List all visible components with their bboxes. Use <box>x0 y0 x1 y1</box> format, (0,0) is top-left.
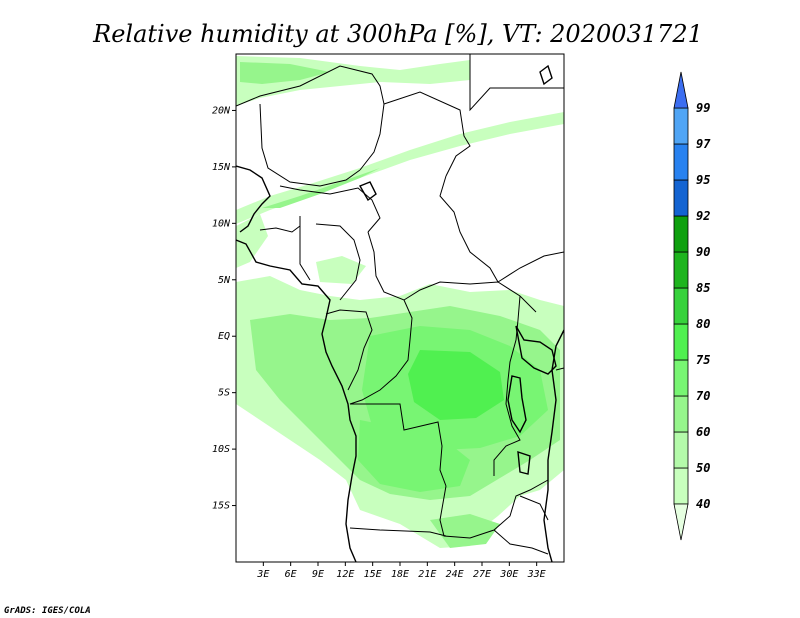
colorbar-bottom-arrow <box>673 503 689 541</box>
border-sudan-south <box>497 251 564 283</box>
border-niger-nigeria <box>279 185 381 233</box>
border-chad-sudan <box>439 175 499 283</box>
colorbar-level-label: 60 <box>696 425 710 439</box>
border-zambia-zimbabwe <box>493 529 549 555</box>
lon-tick-label: 30E <box>499 569 518 580</box>
humidity-field-nigeria-patch <box>316 256 366 284</box>
lon-tick-label: 6E <box>285 569 297 580</box>
lat-tick-label: 20N <box>212 105 231 116</box>
lat-tick-label: 5S <box>218 388 230 399</box>
border-libya-chad <box>383 91 471 177</box>
border-mozambique <box>519 495 549 521</box>
colorbar-legend: 40 50 60 70 75 80 85 90 92 95 97 99 <box>673 71 711 541</box>
red-sea-shore <box>539 64 553 86</box>
border-egypt-sudan <box>469 54 564 112</box>
lon-tick-label: 18E <box>391 569 409 580</box>
lon-tick-label: 24E <box>446 569 464 580</box>
colorbar-level-label: 97 <box>696 137 711 151</box>
border-congo-drc <box>349 299 413 405</box>
border-angola-drc <box>350 403 447 487</box>
colorbar-level-label: 80 <box>696 317 710 331</box>
border-tanzania <box>555 367 564 371</box>
colorbar-segment <box>673 251 689 289</box>
grads-credit: GrADS: IGES/COLA <box>4 606 91 616</box>
colorbar-level-label: 99 <box>696 101 710 115</box>
colorbar-segment <box>673 143 689 181</box>
colorbar-level-label: 90 <box>696 245 710 259</box>
lon-tick-label: 33E <box>527 569 546 580</box>
lat-tick-label: EQ <box>218 331 230 342</box>
latitude-axis: 20N 15N 10N 5N EQ 5S 10S 15S <box>212 105 236 512</box>
colorbar-segment <box>673 323 689 361</box>
border-congo-gabon <box>325 309 373 391</box>
humidity-field-zambia-tail <box>430 514 500 548</box>
map-panel <box>235 53 565 563</box>
humidity-field-sahel-streak <box>236 112 564 224</box>
humidity-shading <box>236 56 564 548</box>
colorbar-level-label: 75 <box>696 353 710 367</box>
coastline-west-africa <box>236 239 357 562</box>
colorbar-segment <box>673 107 689 145</box>
colorbar-segment <box>673 179 689 217</box>
longitude-axis: 3E 6E 9E 12E 15E 18E 21E 24E 27E 30E 33E <box>256 562 546 580</box>
lake-victoria-shore <box>515 325 557 375</box>
colorbar-segment <box>673 467 689 505</box>
border-algeria-niger <box>236 65 385 171</box>
colorbar-top-arrow <box>673 71 689 109</box>
colorbar-segment <box>673 431 689 469</box>
humidity-field-sahara-north-core <box>240 62 330 84</box>
lake-malawi-shore <box>517 450 531 475</box>
border-nigeria-benin <box>299 216 311 281</box>
lake-tanganyika-shore <box>507 375 527 434</box>
lon-tick-label: 9E <box>312 569 324 580</box>
lat-tick-label: 5N <box>218 275 231 286</box>
border-cameroon-car <box>367 231 537 313</box>
colorbar-segment <box>673 359 689 397</box>
colorbar-level-label: 70 <box>696 389 710 403</box>
colorbar-segment <box>673 395 689 433</box>
border-namibia <box>349 527 447 537</box>
colorbar-segment <box>673 287 689 325</box>
lat-tick-label: 10N <box>212 218 231 229</box>
coastline-senegal <box>236 165 271 233</box>
border-nigeria-cameroon <box>315 223 361 301</box>
map-outlines <box>236 54 564 562</box>
colorbar-level-label: 50 <box>696 461 710 475</box>
border-ghana-burkina <box>259 225 301 233</box>
lon-tick-label: 21E <box>418 569 436 580</box>
lat-tick-label: 10S <box>212 444 230 455</box>
humidity-field-guinea-west <box>236 214 268 268</box>
lon-tick-label: 15E <box>364 569 382 580</box>
border-mali-niger <box>259 103 361 187</box>
colorbar-level-label: 40 <box>696 497 710 511</box>
lat-tick-label: 15S <box>212 501 230 512</box>
colorbar-level-label: 85 <box>696 281 710 295</box>
border-drc-east <box>493 295 521 476</box>
lon-tick-label: 12E <box>336 569 354 580</box>
lat-tick-label: 15N <box>212 162 231 173</box>
lon-tick-label: 27E <box>473 569 491 580</box>
lake-chad-shore <box>358 181 377 202</box>
lon-tick-label: 3E <box>256 569 269 580</box>
chart-title: Relative humidity at 300hPa [%], VT: 202… <box>92 20 703 48</box>
colorbar-level-label: 95 <box>696 173 710 187</box>
colorbar-level-label: 92 <box>696 209 710 223</box>
colorbar-segment <box>673 215 689 253</box>
humidity-field-congo-peak <box>408 350 504 420</box>
